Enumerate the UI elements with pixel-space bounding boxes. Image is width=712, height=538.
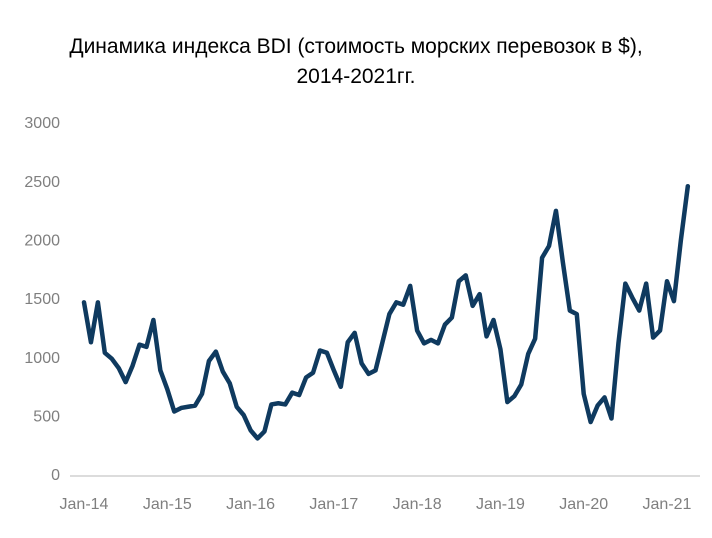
- x-tick-label: Jan-15: [143, 496, 192, 513]
- y-tick-label: 2500: [24, 174, 60, 191]
- y-tick-label: 500: [33, 409, 60, 426]
- x-tick-label: Jan-16: [226, 496, 275, 513]
- line-series: [81, 183, 691, 441]
- x-tick-label: Jan-14: [60, 496, 109, 513]
- y-tick-label: 1000: [24, 350, 60, 367]
- x-tick-label: Jan-19: [476, 496, 525, 513]
- x-tick-label: Jan-18: [393, 496, 442, 513]
- x-tick-label: Jan-20: [559, 496, 608, 513]
- x-tick-label: Jan-21: [643, 496, 692, 513]
- x-tick-label: Jan-17: [309, 496, 358, 513]
- chart-title: Динамика индекса BDI (стоимость морских …: [69, 35, 643, 88]
- y-tick-label: 3000: [24, 115, 60, 132]
- y-tick-label: 0: [51, 467, 60, 484]
- y-tick-label: 2000: [24, 233, 60, 250]
- y-tick-label: 1500: [24, 291, 60, 308]
